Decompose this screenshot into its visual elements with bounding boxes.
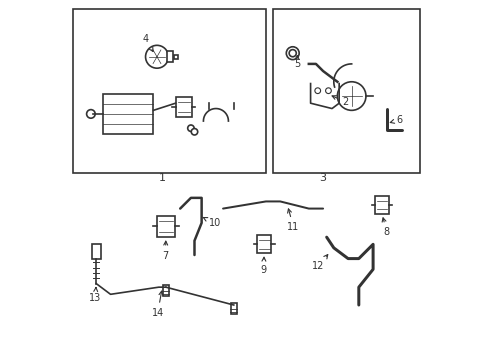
Circle shape: [314, 88, 320, 94]
Bar: [92, 244, 101, 258]
Circle shape: [288, 50, 296, 57]
Text: 4: 4: [142, 35, 153, 51]
Circle shape: [337, 82, 365, 111]
Text: 10: 10: [203, 217, 221, 229]
Text: 6: 6: [389, 115, 402, 125]
Bar: [163, 285, 168, 296]
Circle shape: [191, 129, 197, 135]
Bar: [272, 9, 419, 173]
Circle shape: [187, 125, 194, 131]
Text: 7: 7: [162, 241, 168, 261]
Text: 11: 11: [287, 209, 299, 232]
Bar: [174, 55, 178, 59]
Circle shape: [86, 110, 95, 118]
Bar: [374, 196, 388, 214]
Text: 2: 2: [331, 96, 348, 107]
Text: 13: 13: [89, 287, 101, 303]
Bar: [256, 235, 271, 253]
Bar: [166, 51, 173, 62]
Circle shape: [285, 47, 299, 60]
Text: 14: 14: [151, 291, 163, 318]
Bar: [230, 303, 236, 314]
Text: 3: 3: [319, 173, 326, 183]
Bar: [175, 97, 191, 117]
Bar: [157, 216, 174, 237]
Text: 1: 1: [159, 173, 165, 183]
Circle shape: [145, 45, 168, 68]
Bar: [103, 94, 153, 134]
Text: 12: 12: [312, 255, 327, 271]
Bar: [73, 9, 265, 173]
Circle shape: [325, 88, 331, 94]
Text: 9: 9: [260, 257, 266, 275]
Text: 8: 8: [382, 218, 389, 237]
Text: 5: 5: [293, 55, 300, 69]
